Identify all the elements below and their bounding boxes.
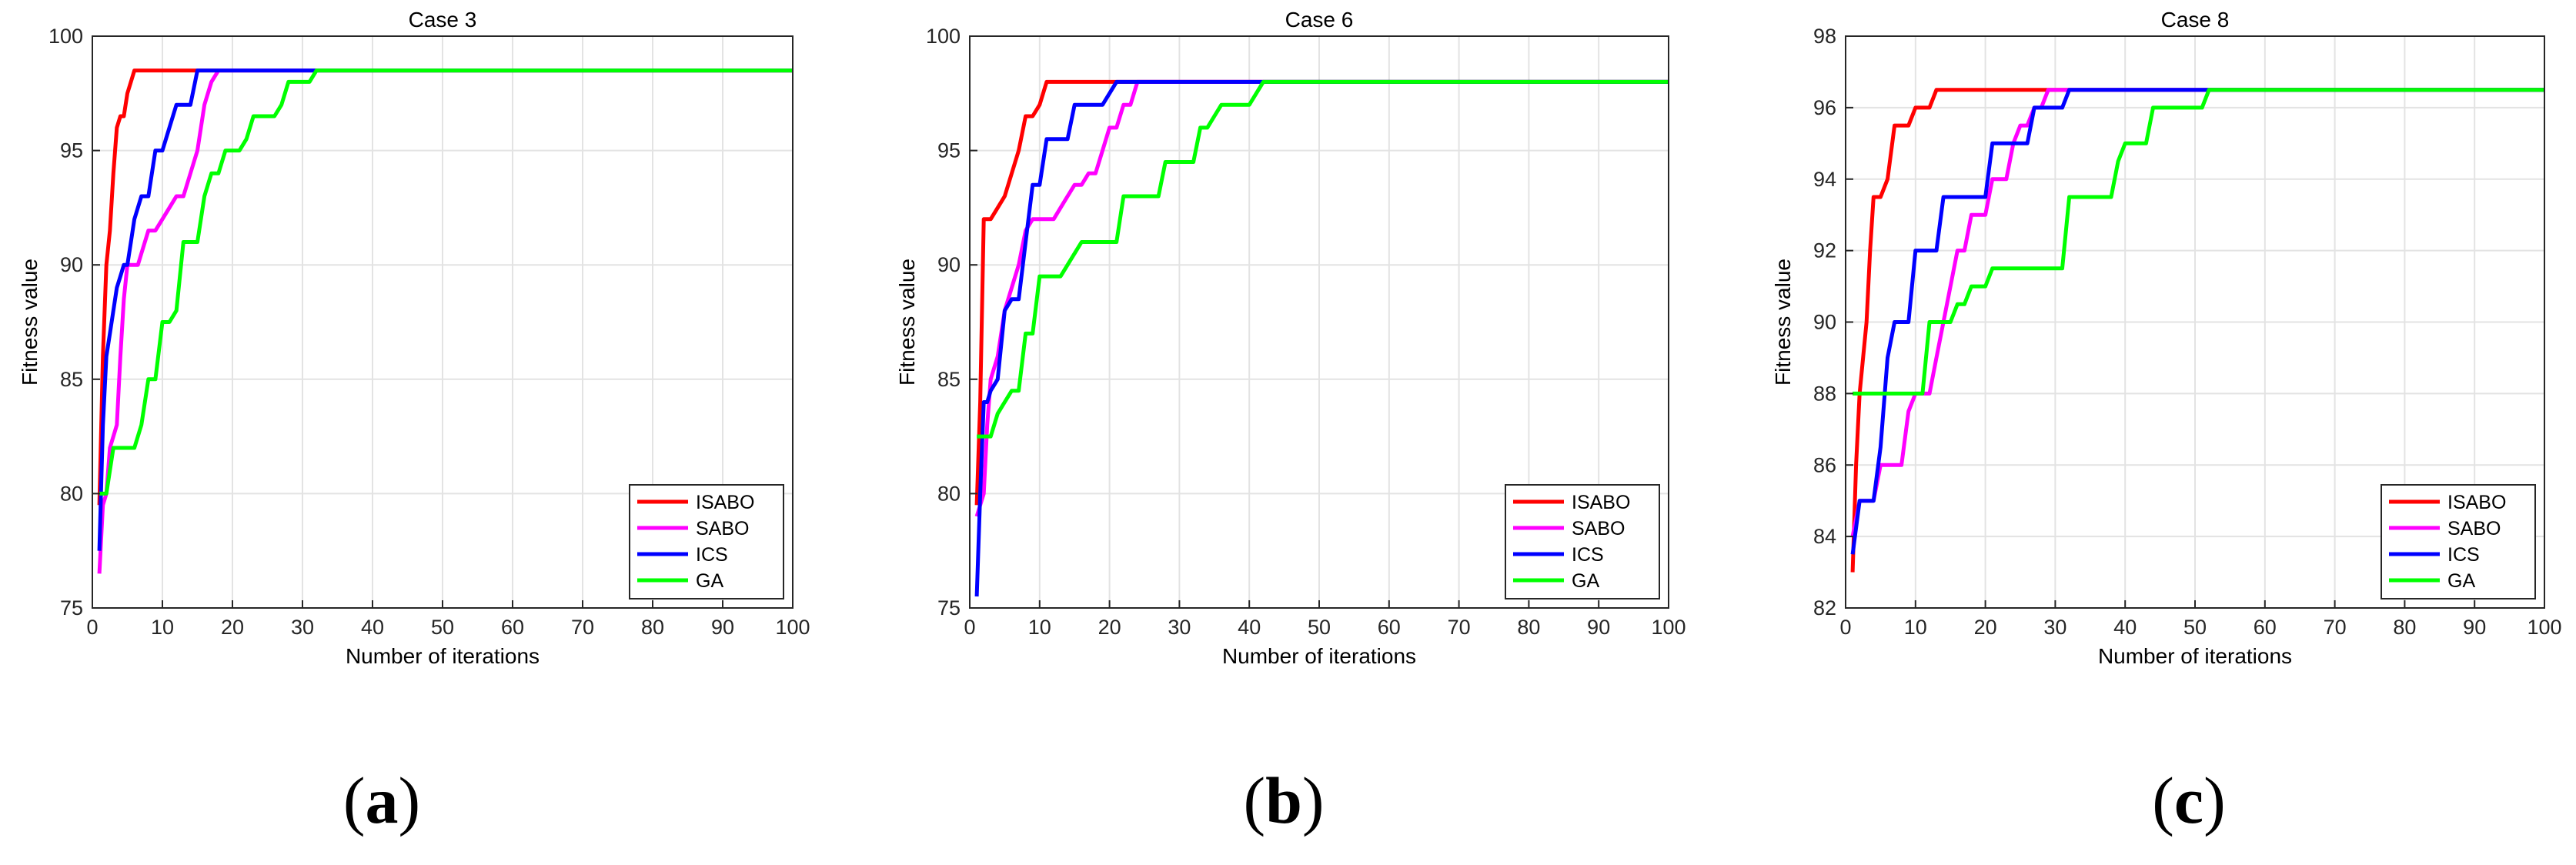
x-tick-label: 80 bbox=[2393, 616, 2416, 639]
x-tick-label: 70 bbox=[1448, 616, 1471, 639]
y-tick-label: 92 bbox=[1813, 239, 1836, 262]
x-tick-label: 10 bbox=[1904, 616, 1927, 639]
y-axis-label: Fitness value bbox=[895, 259, 919, 386]
y-axis-label: Fitness value bbox=[18, 259, 42, 386]
y-tick-label: 90 bbox=[937, 253, 961, 276]
legend: ISABO SABO ICS GA bbox=[1505, 484, 1660, 599]
y-axis-label: Fitness value bbox=[1771, 259, 1795, 386]
x-tick-label: 60 bbox=[501, 616, 524, 639]
x-tick-label: 100 bbox=[1651, 616, 1686, 639]
legend-label-ics: ICS bbox=[1572, 544, 1604, 566]
legend-label-ga: GA bbox=[696, 570, 723, 592]
legend-label-sabo: SABO bbox=[2447, 518, 2501, 539]
x-tick-label: 30 bbox=[2043, 616, 2066, 639]
series-line-isabo bbox=[1850, 88, 2544, 573]
legend-label-isabo: ISABO bbox=[1572, 492, 1630, 513]
x-tick-label: 0 bbox=[86, 616, 98, 639]
y-tick-label: 90 bbox=[60, 253, 83, 276]
x-tick-label: 20 bbox=[221, 616, 244, 639]
series-line-ga bbox=[99, 68, 793, 496]
x-tick-label: 90 bbox=[711, 616, 734, 639]
y-tick-label: 95 bbox=[937, 139, 961, 162]
legend-label-sabo: SABO bbox=[1572, 518, 1625, 539]
x-tick-label: 0 bbox=[1839, 616, 1851, 639]
x-tick-label: 30 bbox=[291, 616, 314, 639]
x-tick-label: 20 bbox=[1098, 616, 1121, 639]
legend: ISABO SABO ICS GA bbox=[629, 484, 784, 599]
series-line-sabo bbox=[97, 68, 793, 574]
x-tick-label: 10 bbox=[1028, 616, 1051, 639]
x-tick-label: 10 bbox=[151, 616, 174, 639]
chart-case6: 0 10 20 30 40 50 60 70 80 90 100 75 80 85 90 95 100 Case … bbox=[895, 8, 1686, 668]
y-tick-label: 100 bbox=[926, 25, 961, 48]
chart-title: Case 8 bbox=[2161, 8, 2230, 32]
chart-case8: 0 10 20 30 40 50 60 70 80 90 100 82 84 86 88 90 92 94 96 98… bbox=[1771, 8, 2562, 668]
x-axis-label: Number of iterations bbox=[1222, 644, 1416, 668]
series-line-ics bbox=[974, 79, 1669, 597]
legend-label-ics: ICS bbox=[2447, 544, 2480, 566]
y-tick-label: 95 bbox=[60, 139, 83, 162]
y-tick-label: 88 bbox=[1813, 382, 1836, 405]
panel-label-c: (c) bbox=[2152, 763, 2226, 837]
x-tick-label: 80 bbox=[641, 616, 664, 639]
legend-label-isabo: ISABO bbox=[696, 492, 754, 513]
y-tick-label: 80 bbox=[937, 482, 961, 505]
x-tick-label: 100 bbox=[2527, 616, 2561, 639]
series-line-ics bbox=[1850, 88, 2544, 555]
y-tick-label: 75 bbox=[60, 596, 83, 620]
x-tick-label: 50 bbox=[1308, 616, 1331, 639]
x-tick-label: 70 bbox=[2324, 616, 2347, 639]
legend-label-ics: ICS bbox=[696, 544, 728, 566]
y-tick-label: 85 bbox=[937, 368, 961, 391]
y-tick-label: 90 bbox=[1813, 311, 1836, 334]
x-tick-label: 50 bbox=[2183, 616, 2207, 639]
x-tick-label: 100 bbox=[775, 616, 810, 639]
series-line-isabo bbox=[974, 79, 1669, 506]
y-tick-label: 75 bbox=[937, 596, 961, 620]
series-line-isabo bbox=[97, 68, 793, 506]
series-line-sabo bbox=[974, 79, 1669, 517]
x-tick-label: 90 bbox=[1587, 616, 1610, 639]
panel-label-b: (b) bbox=[1243, 763, 1325, 837]
y-tick-label: 80 bbox=[60, 482, 83, 505]
x-tick-label: 0 bbox=[964, 616, 975, 639]
series-line-ga bbox=[977, 79, 1669, 439]
series-line-ga bbox=[1853, 88, 2544, 396]
panel-label-a: (a) bbox=[342, 763, 421, 837]
x-tick-label: 70 bbox=[571, 616, 594, 639]
chart-title: Case 3 bbox=[409, 8, 477, 32]
x-axis-label: Number of iterations bbox=[2098, 644, 2292, 668]
y-tick-label: 82 bbox=[1813, 596, 1836, 620]
legend: ISABO SABO ICS GA bbox=[2381, 484, 2536, 599]
y-tick-label: 98 bbox=[1813, 25, 1836, 48]
legend-label-ga: GA bbox=[1572, 570, 1599, 592]
legend-label-isabo: ISABO bbox=[2447, 492, 2506, 513]
x-tick-label: 20 bbox=[1974, 616, 1997, 639]
x-tick-label: 90 bbox=[2463, 616, 2486, 639]
series-line-ics bbox=[97, 68, 793, 551]
y-tick-label: 86 bbox=[1813, 453, 1836, 476]
y-tick-label: 85 bbox=[60, 368, 83, 391]
y-tick-label: 96 bbox=[1813, 96, 1836, 119]
x-tick-label: 40 bbox=[361, 616, 384, 639]
legend-label-ga: GA bbox=[2447, 570, 2475, 592]
x-axis-label: Number of iterations bbox=[346, 644, 540, 668]
x-tick-label: 60 bbox=[1378, 616, 1401, 639]
chart-case3: 0 10 20 30 40 50 60 70 80 90 100 75 80 85 90 95 100 Case … bbox=[18, 8, 810, 668]
y-tick-label: 94 bbox=[1813, 168, 1836, 191]
y-tick-label: 84 bbox=[1813, 525, 1836, 548]
y-tick-label: 100 bbox=[48, 25, 83, 48]
chart-title: Case 6 bbox=[1285, 8, 1354, 32]
x-tick-label: 60 bbox=[2254, 616, 2277, 639]
legend-label-sabo: SABO bbox=[696, 518, 749, 539]
x-tick-label: 40 bbox=[2113, 616, 2137, 639]
x-tick-label: 40 bbox=[1238, 616, 1261, 639]
x-tick-label: 30 bbox=[1168, 616, 1191, 639]
x-tick-label: 50 bbox=[431, 616, 454, 639]
x-tick-label: 80 bbox=[1517, 616, 1540, 639]
